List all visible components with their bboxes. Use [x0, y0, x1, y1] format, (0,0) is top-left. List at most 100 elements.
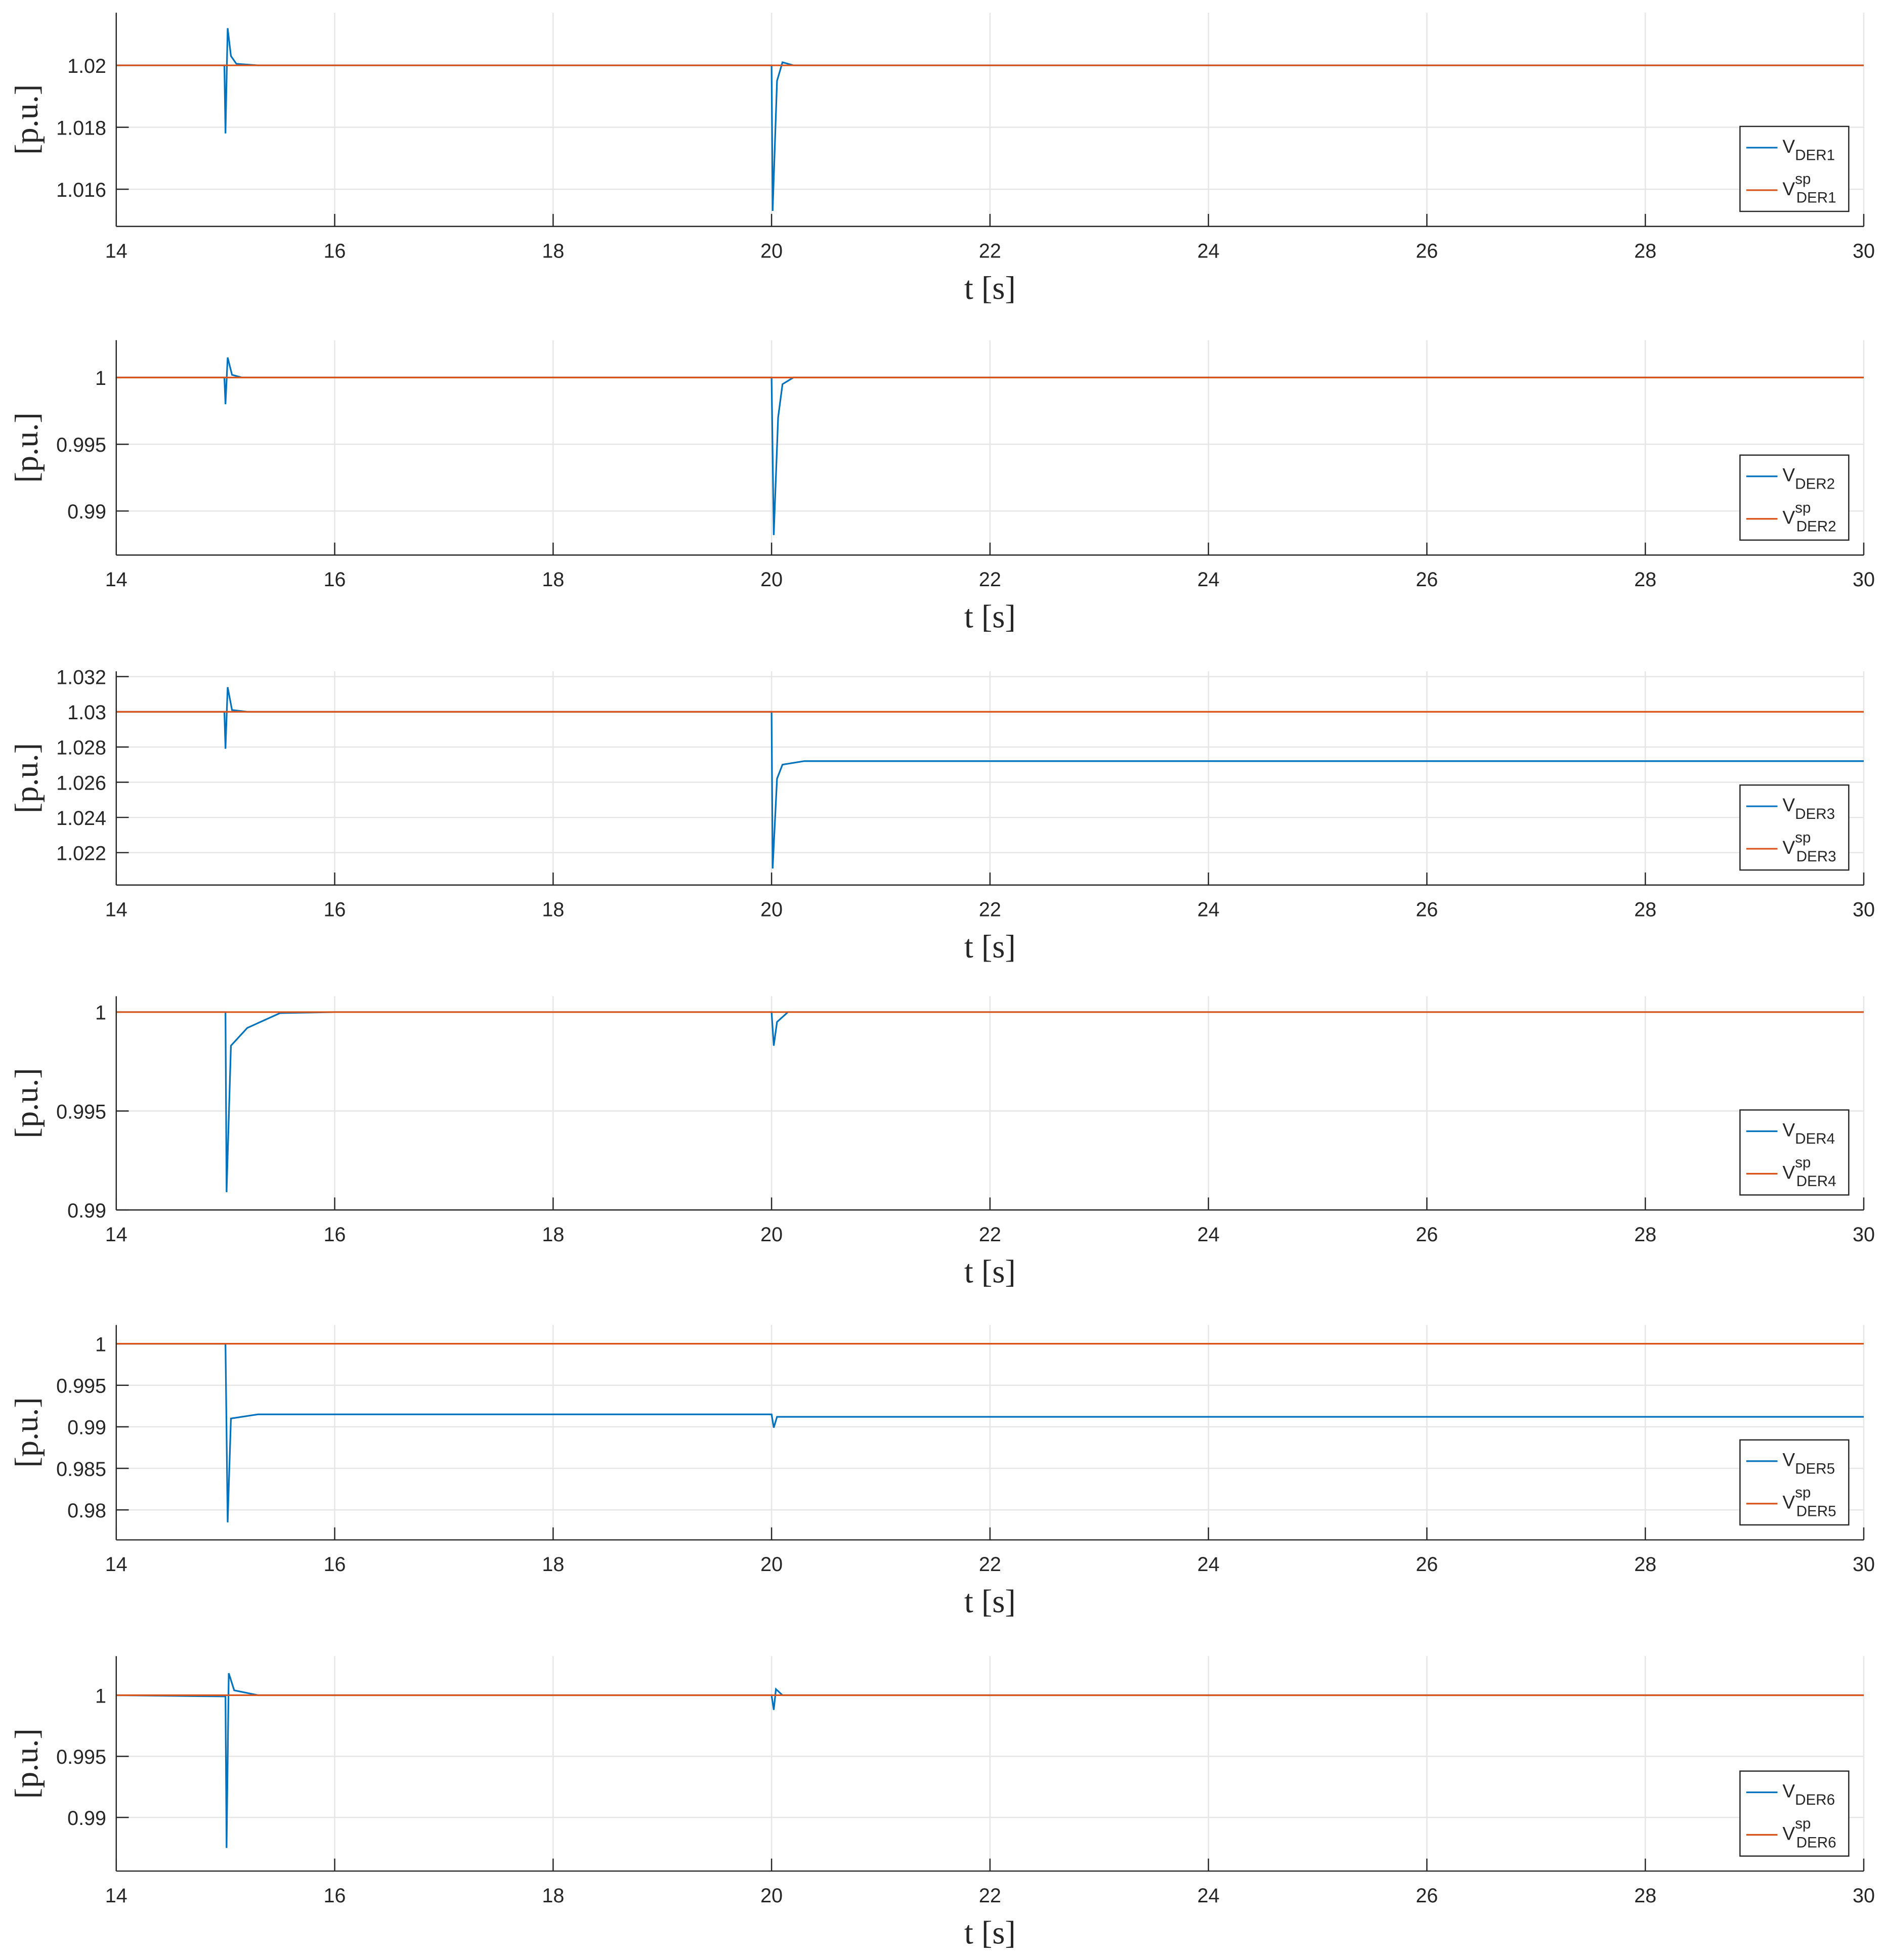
y-axis-label: [p.u.] [9, 1728, 45, 1799]
y-tick-label: 0.98 [67, 1500, 106, 1522]
y-tick-label: 0.99 [67, 1807, 106, 1830]
x-tick-label: 28 [1634, 1885, 1656, 1907]
x-tick-label: 30 [1853, 1553, 1875, 1576]
y-axis-label: [p.u.] [9, 84, 45, 155]
y-tick-label: 0.985 [56, 1458, 106, 1480]
x-tick-label: 24 [1197, 240, 1220, 262]
subplot: 14 16 18 20 22 24 26 28 30 0.99 0.995 1 t [s] [p.u.] V… [9, 340, 1875, 635]
x-tick-label: 24 [1197, 1885, 1220, 1907]
y-tick-label: 1.022 [56, 843, 106, 865]
x-tick-label: 20 [760, 1224, 783, 1246]
x-tick-label: 30 [1853, 569, 1875, 591]
x-axis-label: t [s] [964, 270, 1016, 306]
x-tick-label: 16 [324, 240, 346, 262]
y-tick-label: 0.99 [67, 1200, 106, 1222]
legend-label: VDER6 [1782, 1780, 1835, 1808]
y-tick-label: 0.995 [56, 1375, 106, 1398]
x-tick-label: 22 [979, 1553, 1001, 1576]
y-tick-label: 1.018 [56, 117, 106, 139]
y-tick-label: 1 [95, 1002, 106, 1024]
y-tick-label: 1.03 [67, 702, 106, 724]
x-tick-label: 22 [979, 1885, 1001, 1907]
y-tick-label: 0.99 [67, 501, 106, 523]
x-tick-label: 22 [979, 569, 1001, 591]
y-tick-label: 0.995 [56, 1101, 106, 1123]
x-tick-label: 26 [1416, 898, 1438, 921]
x-tick-label: 18 [542, 1885, 564, 1907]
subplot: 14 16 18 20 22 24 26 28 30 1.016 1.018 1.02 t [s] [p.… [9, 13, 1875, 306]
legend-box [1739, 1109, 1850, 1196]
x-tick-label: 28 [1634, 898, 1656, 921]
x-tick-label: 26 [1416, 1553, 1438, 1576]
data-line [116, 1342, 1864, 1522]
x-tick-label: 20 [760, 1553, 783, 1576]
y-tick-label: 0.995 [56, 1746, 106, 1768]
legend-label: VDER5 [1782, 1449, 1835, 1477]
x-tick-label: 16 [324, 1885, 346, 1907]
x-axis-label: t [s] [964, 1915, 1016, 1951]
legend-box [1739, 454, 1850, 541]
y-tick-label: 1.024 [56, 807, 106, 830]
x-tick-label: 28 [1634, 1553, 1656, 1576]
x-tick-label: 22 [979, 240, 1001, 262]
x-tick-label: 24 [1197, 1553, 1220, 1576]
x-tick-label: 24 [1197, 569, 1220, 591]
x-tick-label: 30 [1853, 898, 1875, 921]
y-tick-label: 1.028 [56, 737, 106, 759]
x-tick-label: 30 [1853, 1885, 1875, 1907]
legend-label: Vsp DER5 [1782, 1484, 1836, 1519]
x-tick-label: 26 [1416, 569, 1438, 591]
subplot: 14 16 18 20 22 24 26 28 30 0.98 0.985 0.99 0.995 1 t [… [9, 1325, 1875, 1620]
legend-box [1739, 125, 1850, 212]
x-tick-label: 16 [324, 898, 346, 921]
x-tick-label: 16 [324, 1224, 346, 1246]
legend-label: Vsp DER4 [1782, 1154, 1836, 1190]
legend-box [1739, 1439, 1850, 1526]
x-axis-label: t [s] [964, 1584, 1016, 1620]
legend-label: Vsp DER1 [1782, 171, 1836, 206]
x-tick-label: 26 [1416, 1224, 1438, 1246]
x-axis-label: t [s] [964, 599, 1016, 635]
x-tick-label: 14 [105, 1885, 127, 1907]
x-tick-label: 22 [979, 1224, 1001, 1246]
legend-label: Vsp DER2 [1782, 499, 1836, 535]
x-tick-label: 14 [105, 1224, 127, 1246]
x-tick-label: 20 [760, 1885, 783, 1907]
x-axis-label: t [s] [964, 1253, 1016, 1289]
x-tick-label: 26 [1416, 1885, 1438, 1907]
x-tick-label: 14 [105, 1553, 127, 1576]
x-tick-label: 16 [324, 1553, 346, 1576]
y-tick-label: 1.016 [56, 179, 106, 201]
x-tick-label: 18 [542, 240, 564, 262]
x-tick-label: 28 [1634, 240, 1656, 262]
legend-label: VDER2 [1782, 464, 1835, 493]
y-tick-label: 1 [95, 367, 106, 389]
x-tick-label: 20 [760, 569, 783, 591]
x-tick-label: 18 [542, 1553, 564, 1576]
x-tick-label: 16 [324, 569, 346, 591]
subplot: 14 16 18 20 22 24 26 28 30 0.99 0.995 1 t [s] [p.u.] V… [9, 1656, 1875, 1951]
y-axis-label: [p.u.] [9, 743, 45, 813]
legend-label: Vsp DER6 [1782, 1815, 1836, 1851]
x-tick-label: 28 [1634, 1224, 1656, 1246]
x-tick-label: 28 [1634, 569, 1656, 591]
x-tick-label: 30 [1853, 240, 1875, 262]
legend-box [1739, 1770, 1850, 1857]
x-tick-label: 18 [542, 1224, 564, 1246]
x-tick-label: 30 [1853, 1224, 1875, 1246]
x-tick-label: 24 [1197, 898, 1220, 921]
legend-box [1739, 784, 1850, 871]
y-tick-label: 1.026 [56, 772, 106, 794]
legend-label: VDER1 [1782, 136, 1835, 164]
x-tick-label: 14 [105, 569, 127, 591]
x-tick-label: 24 [1197, 1224, 1220, 1246]
y-tick-label: 1.032 [56, 666, 106, 688]
y-tick-label: 1 [95, 1685, 106, 1707]
subplot: 14 16 18 20 22 24 26 28 30 1.022 1.024 1.026 1.028 1.… [9, 666, 1875, 965]
y-axis-label: [p.u.] [9, 1397, 45, 1467]
x-axis-label: t [s] [964, 929, 1016, 965]
x-tick-label: 18 [542, 569, 564, 591]
subplot: 14 16 18 20 22 24 26 28 30 0.99 0.995 1 t [s] [p.u.] V… [9, 996, 1875, 1289]
